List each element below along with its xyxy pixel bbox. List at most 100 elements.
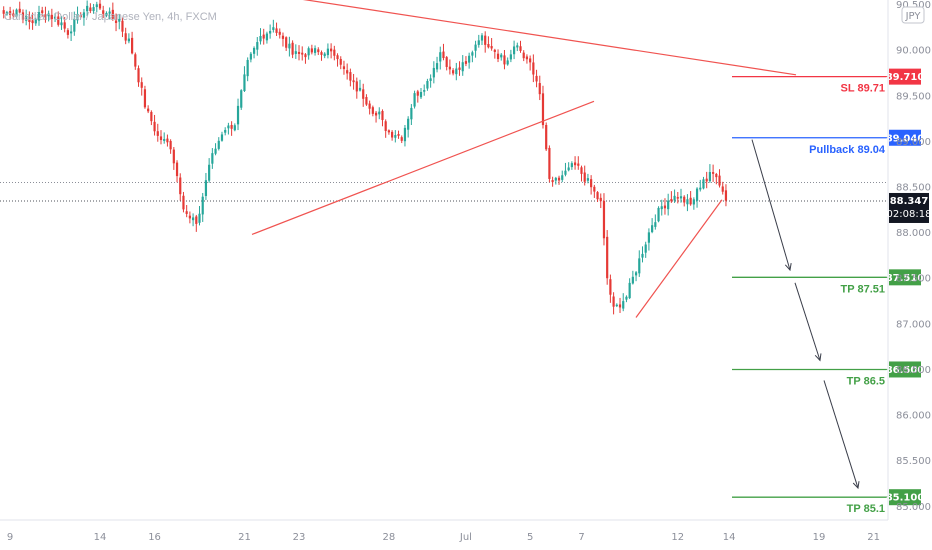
candle-body <box>586 178 590 181</box>
price-axis[interactable]: 90.500 90.000 89.500 89.000 88.500 88.000 87.5… <box>896 0 931 513</box>
candle-body <box>702 179 705 189</box>
candle-body <box>317 49 320 53</box>
candle <box>323 52 326 59</box>
candle <box>628 278 631 300</box>
candle <box>182 191 185 213</box>
candle-body <box>692 199 695 205</box>
x-tick-label: 7 <box>578 532 584 543</box>
candle <box>227 122 230 135</box>
candle <box>9 6 12 20</box>
candle <box>362 83 365 107</box>
candle-body <box>397 134 400 136</box>
candle <box>612 292 615 315</box>
candle <box>429 74 432 88</box>
time-axis[interactable]: 9 14 16 21 23 28 Jul 5 7 12 14 19 21 <box>7 532 880 543</box>
candle <box>400 135 403 144</box>
candle-body <box>532 62 535 75</box>
candle-body <box>246 59 249 77</box>
candle <box>114 13 118 32</box>
candle <box>699 179 702 192</box>
candle-body <box>660 206 663 210</box>
y-tick-label: 86.000 <box>896 411 931 422</box>
candle-body <box>577 163 580 166</box>
candle <box>131 31 134 55</box>
currency-badge[interactable]: JPY <box>901 6 925 24</box>
candle-body <box>249 53 252 60</box>
candle <box>34 17 37 26</box>
last-price-box: 88.347 02:08:18 <box>887 192 931 223</box>
candle <box>224 127 227 136</box>
candle-body <box>541 93 545 126</box>
candle <box>477 34 480 48</box>
candle <box>166 134 169 147</box>
candle-body <box>355 81 358 92</box>
candle <box>583 165 586 186</box>
candle-body <box>641 253 644 258</box>
candle <box>105 11 108 18</box>
candle-body <box>262 34 265 39</box>
candle-body <box>143 89 147 108</box>
y-tick-label: 87.000 <box>896 319 931 330</box>
level-label-sl: SL 89.71 <box>841 83 885 95</box>
candle <box>214 143 217 156</box>
candle-body <box>599 197 602 202</box>
candle <box>291 40 294 59</box>
arrow-shaft <box>823 380 859 489</box>
candle-body <box>159 136 163 141</box>
candle <box>593 184 596 198</box>
y-tick-label: 88.500 <box>896 183 931 194</box>
level-label-tp2: TP 86.5 <box>847 375 885 387</box>
candle <box>278 28 281 39</box>
level-label-pullback: Pullback 89.04 <box>809 144 886 156</box>
candle-body <box>76 13 79 21</box>
x-tick-label: 14 <box>723 532 736 543</box>
candle <box>448 59 451 75</box>
candle-body <box>9 11 12 15</box>
candle <box>715 172 718 185</box>
candle-body <box>37 12 41 21</box>
candle <box>445 56 448 71</box>
candle-body <box>73 18 76 32</box>
candle-body <box>368 103 371 109</box>
candle-body <box>124 33 127 41</box>
candle-body <box>114 20 118 23</box>
candle-body <box>705 178 708 182</box>
candle <box>407 116 410 138</box>
x-tick-label: 21 <box>238 532 251 543</box>
candle-body <box>570 163 573 168</box>
projection-arrows <box>751 139 860 490</box>
candle-body <box>561 175 564 180</box>
y-tick-label: 85.500 <box>896 456 931 467</box>
candles <box>2 0 728 315</box>
candle-body <box>663 205 667 209</box>
x-tick-label: 16 <box>148 532 161 543</box>
candle-body <box>378 111 381 115</box>
candle-body <box>413 93 416 107</box>
candle <box>73 11 76 36</box>
candle <box>654 214 657 230</box>
candle-body <box>118 18 121 22</box>
candle <box>397 130 400 139</box>
candle <box>246 57 249 82</box>
candle-body <box>496 53 500 60</box>
candle-body <box>12 13 15 17</box>
candle-body <box>25 15 28 21</box>
candle-body <box>2 10 5 14</box>
candle-body <box>651 225 654 233</box>
level-label-tp1: TP 87.51 <box>841 283 885 295</box>
candle-body <box>634 272 638 276</box>
candle <box>387 129 390 135</box>
candle <box>195 214 198 232</box>
candle <box>622 293 625 312</box>
candle-body <box>191 217 195 221</box>
candle-body <box>667 200 670 210</box>
candle <box>134 52 137 70</box>
candle-body <box>625 296 628 300</box>
candle <box>484 31 487 53</box>
candle-body <box>683 196 686 203</box>
candle-body <box>506 60 509 65</box>
candle <box>660 199 663 216</box>
candle <box>676 191 679 204</box>
candle <box>564 162 567 177</box>
